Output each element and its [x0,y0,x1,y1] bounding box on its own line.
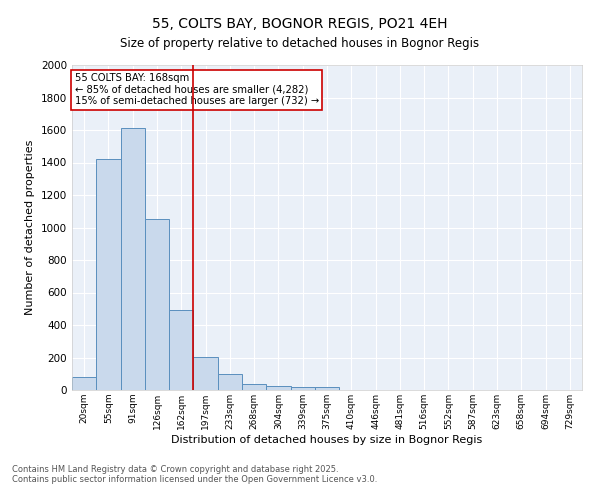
Bar [290,387,315,390]
Text: Contains public sector information licensed under the Open Government Licence v3: Contains public sector information licen… [12,476,377,484]
X-axis label: Distribution of detached houses by size in Bognor Regis: Distribution of detached houses by size … [172,434,482,444]
Bar [169,310,193,390]
Y-axis label: Number of detached properties: Number of detached properties [25,140,35,315]
Text: 55 COLTS BAY: 168sqm
← 85% of detached houses are smaller (4,282)
15% of semi-de: 55 COLTS BAY: 168sqm ← 85% of detached h… [74,73,319,106]
Bar [145,218,169,390]
Bar [193,356,218,390]
Text: Size of property relative to detached houses in Bognor Regis: Size of property relative to detached ho… [121,38,479,51]
Bar [96,159,121,390]
Text: Contains HM Land Registry data © Crown copyright and database right 2025.: Contains HM Land Registry data © Crown c… [12,466,338,474]
Text: 55, COLTS BAY, BOGNOR REGIS, PO21 4EH: 55, COLTS BAY, BOGNOR REGIS, PO21 4EH [152,18,448,32]
Bar [218,374,242,390]
Bar [121,128,145,390]
Bar [266,386,290,390]
Bar [242,384,266,390]
Bar [315,387,339,390]
Bar [72,377,96,390]
